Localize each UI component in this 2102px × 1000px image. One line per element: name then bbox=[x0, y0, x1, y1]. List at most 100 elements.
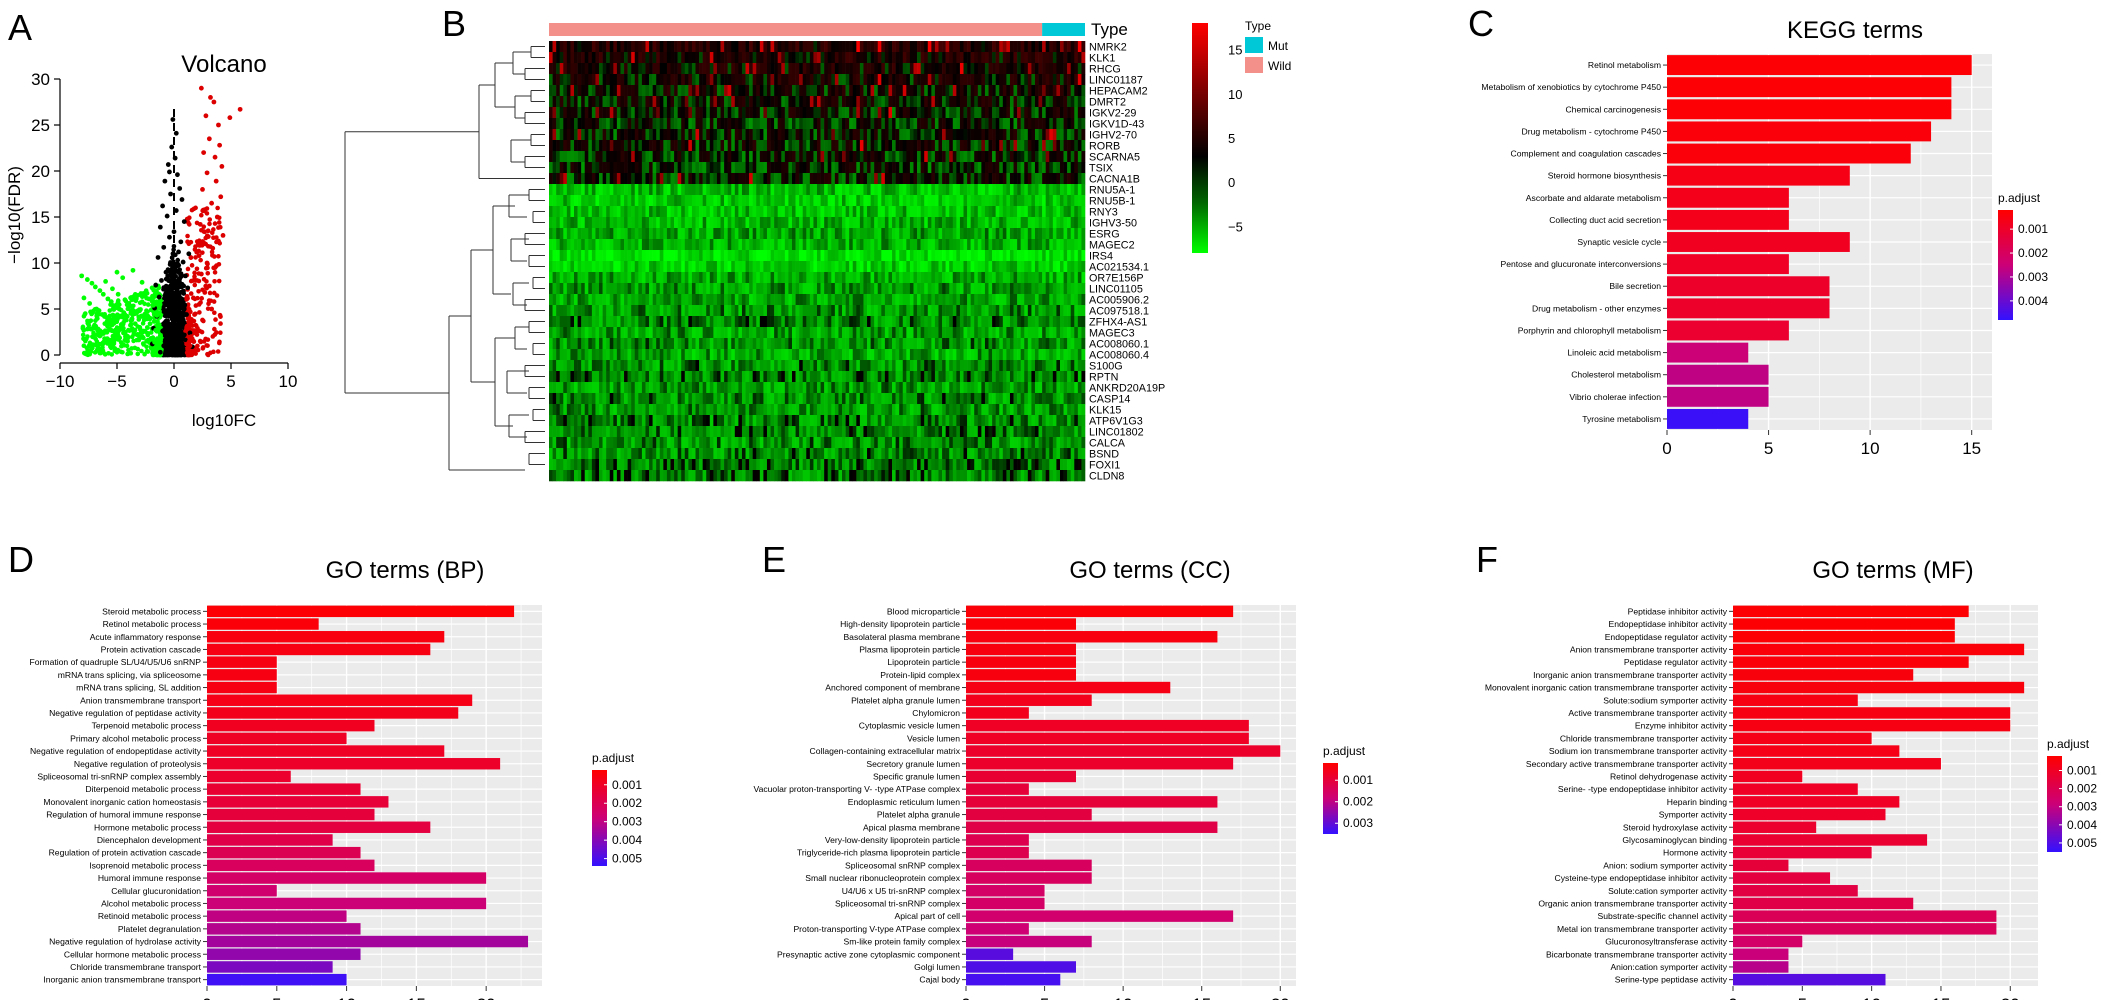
heatmap-cell bbox=[945, 195, 950, 207]
heatmap-cell bbox=[856, 228, 861, 240]
heatmap-cell bbox=[749, 195, 753, 207]
volcano-ylabel: −log10(FDR) bbox=[5, 166, 24, 264]
heatmap-cell bbox=[895, 206, 900, 218]
volcano-point-ns bbox=[178, 290, 184, 295]
heatmap-cell bbox=[1034, 184, 1039, 196]
heatmap-cell bbox=[599, 162, 603, 174]
heatmap-cell bbox=[791, 41, 796, 53]
heatmap-cell bbox=[588, 118, 593, 130]
heatmap-cell bbox=[1027, 173, 1032, 185]
heatmap-cell bbox=[591, 272, 596, 284]
heatmap-cell bbox=[877, 96, 882, 108]
heatmap-cell bbox=[763, 195, 768, 207]
volcano-point-background bbox=[211, 349, 216, 355]
heatmap-cell bbox=[902, 85, 907, 97]
heatmap-cell bbox=[727, 184, 732, 196]
heatmap-cell bbox=[691, 74, 696, 86]
heatmap-cell bbox=[584, 272, 589, 284]
heatmap-cell bbox=[820, 74, 825, 86]
heatmap-cell bbox=[842, 195, 846, 207]
heatmap-cell bbox=[549, 41, 553, 53]
heatmap-cell bbox=[1031, 162, 1036, 174]
heatmap-cell bbox=[624, 140, 628, 152]
heatmap-cell bbox=[749, 151, 753, 163]
heatmap-cell bbox=[577, 107, 582, 119]
heatmap-cell bbox=[634, 140, 639, 152]
heatmap-cell bbox=[874, 173, 879, 185]
heatmap-cell bbox=[599, 129, 603, 141]
heatmap-cell bbox=[745, 96, 750, 108]
heatmap-cell bbox=[549, 85, 553, 97]
heatmap-cell bbox=[934, 239, 939, 251]
heatmap-cell bbox=[734, 272, 739, 284]
heatmap-cell bbox=[652, 151, 657, 163]
heatmap-cell bbox=[691, 118, 696, 130]
heatmap-cell bbox=[981, 52, 986, 64]
heatmap-cell bbox=[681, 272, 686, 284]
heatmap-cell bbox=[992, 74, 996, 86]
volcano-point-background bbox=[213, 317, 218, 322]
heatmap-cell bbox=[799, 63, 803, 75]
heatmap-cell bbox=[1074, 140, 1079, 152]
heatmap-cell bbox=[863, 173, 868, 185]
heatmap-cell bbox=[609, 184, 614, 196]
heatmap-cell bbox=[895, 107, 900, 119]
heatmap-cell bbox=[688, 52, 693, 64]
heatmap-cell bbox=[849, 118, 854, 130]
heatmap-cell bbox=[781, 261, 786, 273]
heatmap-cell bbox=[877, 63, 882, 75]
volcano-point-down bbox=[144, 338, 150, 344]
volcano-point-background bbox=[195, 295, 200, 301]
heatmap-cell bbox=[1049, 239, 1054, 251]
heatmap-cell bbox=[659, 272, 664, 284]
heatmap-cell bbox=[949, 206, 954, 218]
heatmap-cell bbox=[684, 74, 689, 86]
heatmap-cell bbox=[681, 173, 686, 185]
heatmap-cell bbox=[902, 118, 907, 130]
heatmap-cell bbox=[745, 129, 750, 141]
heatmap-cell bbox=[1002, 118, 1007, 130]
heatmap-cell bbox=[909, 261, 914, 273]
heatmap-cell bbox=[613, 129, 618, 141]
heatmap-cell bbox=[609, 151, 614, 163]
heatmap-cell bbox=[606, 129, 611, 141]
heatmap-cell bbox=[799, 206, 803, 218]
heatmap-cell bbox=[1002, 151, 1007, 163]
heatmap-cell bbox=[1077, 151, 1082, 163]
heatmap-cell bbox=[838, 129, 843, 141]
heatmap-cell bbox=[956, 239, 961, 251]
heatmap-cell bbox=[716, 85, 721, 97]
heatmap-cell bbox=[820, 151, 825, 163]
heatmap-cell bbox=[699, 173, 703, 185]
heatmap-cell bbox=[684, 118, 689, 130]
heatmap-cell bbox=[563, 239, 568, 251]
heatmap-cell bbox=[752, 217, 757, 229]
heatmap-cell bbox=[620, 140, 625, 152]
heatmap-cell bbox=[963, 195, 968, 207]
heatmap-cell bbox=[674, 118, 678, 130]
heatmap-cell bbox=[738, 96, 743, 108]
heatmap-cell bbox=[649, 63, 653, 75]
heatmap-cell bbox=[892, 107, 896, 119]
heatmap-cell bbox=[727, 63, 732, 75]
volcano-point-background bbox=[129, 346, 134, 351]
heatmap-cell bbox=[995, 41, 1000, 53]
heatmap-cell bbox=[892, 162, 896, 174]
heatmap-cell bbox=[913, 250, 918, 262]
heatmap-cell bbox=[959, 140, 964, 152]
heatmap-cell bbox=[877, 151, 882, 163]
heatmap-cell bbox=[563, 173, 568, 185]
heatmap-cell bbox=[984, 96, 989, 108]
heatmap-cell bbox=[920, 52, 925, 64]
volcano-point-up bbox=[200, 187, 205, 192]
heatmap-cell bbox=[566, 206, 571, 218]
heatmap-cell bbox=[1042, 52, 1046, 64]
heatmap-cell bbox=[741, 118, 746, 130]
heatmap-cell bbox=[674, 41, 678, 53]
heatmap-cell bbox=[774, 261, 778, 273]
heatmap-cell bbox=[1002, 162, 1007, 174]
heatmap-cell bbox=[591, 107, 596, 119]
heatmap-cell bbox=[613, 140, 618, 152]
heatmap-cell bbox=[638, 118, 643, 130]
heatmap-cell bbox=[870, 162, 875, 174]
